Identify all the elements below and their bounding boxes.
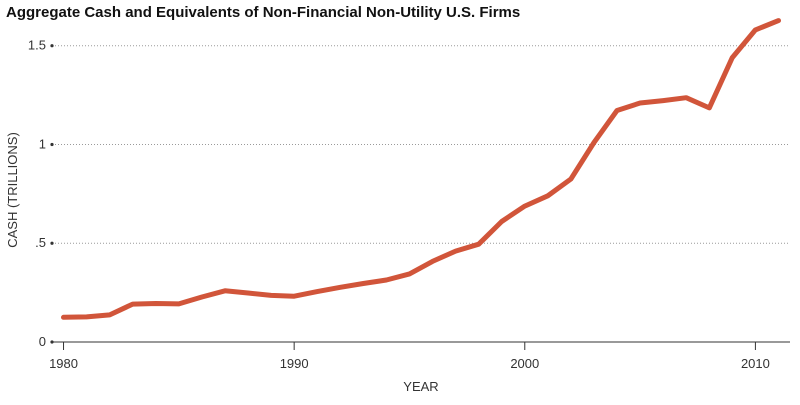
gridlines [52, 45, 790, 244]
x-axis-title: YEAR [403, 379, 438, 394]
y-tick-mark [50, 142, 54, 147]
x-axis-ticks: 1980 1990 2000 2010 [49, 342, 770, 371]
y-axis-title: CASH (TRILLIONS) [5, 132, 20, 248]
y-tick-mark [50, 44, 54, 48]
y-tick-label: 1 [39, 136, 46, 151]
series-line [61, 18, 781, 320]
y-tick-mark [50, 340, 54, 344]
y-axis-ticks: 0 .5 1 1.5 [28, 38, 54, 349]
series-layer [61, 18, 781, 320]
x-tick-label: 2000 [510, 356, 539, 371]
y-tick-label: 1.5 [28, 38, 46, 53]
y-tick-label: 0 [39, 334, 46, 349]
chart-title: Aggregate Cash and Equivalents of Non-Fi… [6, 4, 521, 21]
x-tick-label: 2010 [741, 356, 770, 371]
y-tick-mark [50, 241, 54, 245]
x-tick-label: 1980 [49, 356, 78, 371]
y-tick-label: .5 [35, 235, 46, 250]
x-tick-label: 1990 [280, 356, 309, 371]
